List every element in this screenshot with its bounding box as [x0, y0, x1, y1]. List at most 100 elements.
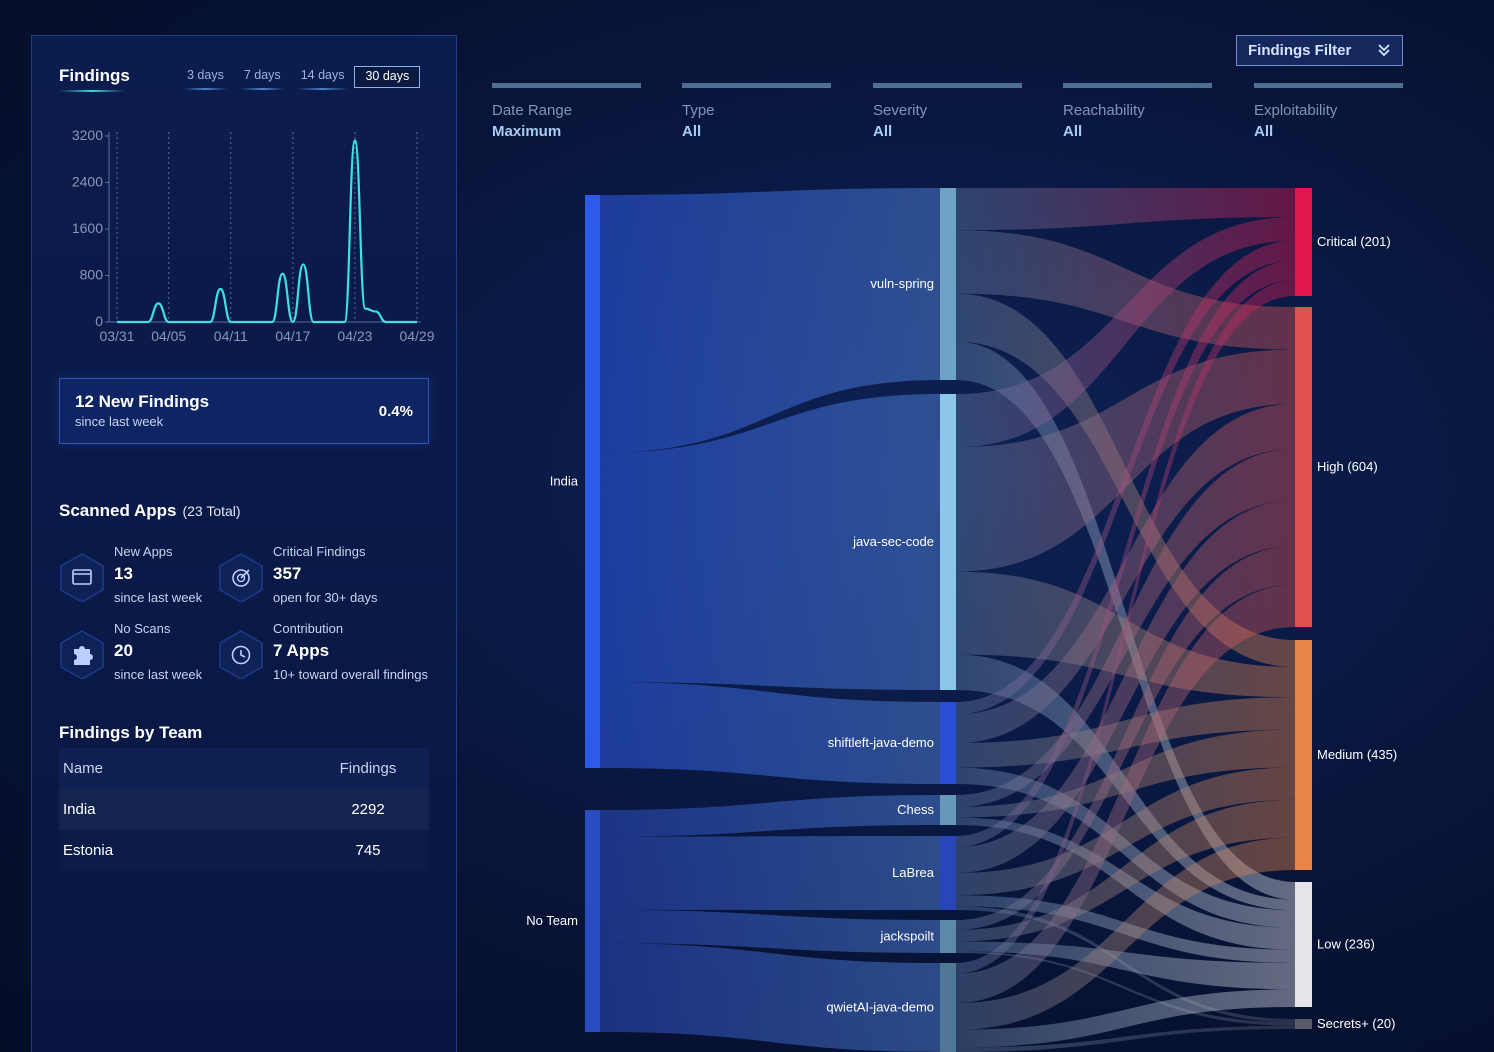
findings-header: Findings 3 days 7 days 14 days 30 days	[59, 66, 429, 94]
team-node-label: No Team	[526, 913, 578, 928]
stat-label: No Scans	[114, 621, 171, 636]
app-to-severity-flow	[956, 837, 1295, 1030]
app-to-severity-flow	[956, 951, 1295, 1026]
tab-30-days[interactable]: 30 days	[354, 66, 421, 88]
stat-value: 357	[273, 564, 302, 583]
y-tick-label: 3200	[72, 127, 103, 143]
facet-bar	[492, 83, 641, 88]
facet-value-date-range[interactable]: Maximum	[492, 123, 562, 140]
team-to-app-flow	[600, 943, 940, 1052]
team-to-app-flow	[600, 188, 940, 453]
sankey-svg: India No Team vuln-spring java-sec-code shif…	[526, 188, 1397, 1052]
x-tick-label: 04/17	[275, 328, 310, 344]
severity-node-label: Critical (201)	[1317, 234, 1391, 249]
app-node-label: jackspoilt	[880, 929, 935, 944]
new-findings-title: 12 New Findings	[75, 392, 210, 411]
severity-node-label: Low (236)	[1317, 937, 1375, 952]
tab-3-days[interactable]: 3 days	[177, 66, 234, 90]
stat-value: 7 Apps	[273, 641, 330, 660]
app-to-severity-flow	[956, 584, 1295, 1004]
app-to-severity-flow	[956, 767, 1295, 896]
team-node-label: India	[550, 474, 579, 489]
stat-sub: open for 30+ days	[273, 590, 378, 605]
app-to-severity-flow	[956, 216, 1295, 448]
findings-filter-button[interactable]: Findings Filter	[1236, 35, 1403, 66]
facet-label: Date Range	[492, 102, 573, 119]
facet-type: Type All	[682, 83, 831, 140]
scanned-apps-total: (23 Total)	[182, 503, 241, 519]
app-to-severity-flow	[956, 280, 1295, 974]
app-node	[940, 963, 956, 1052]
clock-icon	[219, 630, 263, 679]
facet-reachability: Reachability All	[1063, 83, 1212, 140]
team-to-app-flow	[600, 682, 940, 784]
team-to-app-flow	[600, 394, 940, 690]
severity-node	[1295, 1019, 1312, 1029]
app-to-severity-flow	[956, 697, 1295, 768]
app-to-severity-flow	[956, 799, 1295, 942]
app-to-severity-flow	[956, 767, 1295, 928]
y-tick-label: 2400	[72, 174, 103, 190]
scanned-apps-title: Scanned Apps (23 Total)	[59, 501, 241, 521]
range-tabs: 3 days 7 days 14 days 30 days	[177, 66, 421, 90]
app-node	[940, 702, 956, 784]
app-to-severity-flow	[956, 403, 1295, 743]
app-to-severity-flow	[956, 989, 1295, 1048]
app-to-severity-flow	[956, 230, 1295, 350]
team-findings: 2292	[351, 801, 385, 818]
facet-value-reachability[interactable]: All	[1063, 123, 1083, 140]
facet-value-severity[interactable]: All	[873, 123, 893, 140]
app-to-severity-flow	[956, 260, 1295, 848]
tab-7-days[interactable]: 7 days	[234, 66, 291, 90]
facet-label: Type	[682, 102, 715, 119]
app-node-label: vuln-spring	[870, 276, 934, 291]
stat-value: 20	[114, 641, 133, 660]
facet-label: Severity	[873, 102, 928, 119]
y-tick-label: 0	[95, 313, 103, 329]
table-row[interactable]: Estonia 745	[59, 830, 429, 871]
column-findings-header[interactable]: Findings	[339, 760, 397, 777]
severity-node-label: Secrets+ (20)	[1317, 1016, 1395, 1031]
app-to-severity-flow	[956, 500, 1295, 873]
app-node	[940, 795, 956, 825]
findings-trend-svg: 0 800 1600 2400 3200 03/31 04/05 04/11 04/17 04/2…	[72, 127, 435, 344]
x-tick-label: 04/05	[151, 328, 186, 344]
app-to-severity-flow	[956, 1025, 1295, 1052]
findings-panel: Findings 3 days 7 days 14 days 30 days 0…	[31, 35, 457, 1052]
stat-sub: since last week	[114, 590, 203, 605]
new-findings-card: 12 New Findings since last week 0.4%	[59, 378, 429, 444]
stat-sub: 10+ toward overall findings	[273, 667, 429, 682]
stat-critical-findings: Critical Findings 357 open for 30+ days	[218, 544, 418, 614]
stat-label: Critical Findings	[273, 544, 366, 559]
severity-node-label: High (604)	[1317, 459, 1378, 474]
y-tick-label: 800	[80, 267, 104, 283]
team-findings: 745	[355, 842, 381, 859]
x-tick-label: 04/11	[214, 328, 248, 344]
target-icon	[219, 553, 263, 602]
facet-value-exploitability[interactable]: All	[1254, 123, 1274, 140]
stat-label: Contribution	[273, 621, 344, 636]
facet-bar	[682, 83, 831, 88]
y-tick-label: 1600	[72, 220, 103, 236]
table-header: Name Findings	[59, 748, 429, 789]
team-node	[585, 810, 600, 1032]
facet-bar	[1063, 83, 1212, 88]
severity-node	[1295, 640, 1312, 870]
app-node	[940, 920, 956, 953]
column-name-header[interactable]: Name	[63, 760, 104, 777]
severity-node	[1295, 882, 1312, 1007]
tab-14-days[interactable]: 14 days	[291, 66, 355, 90]
app-node-label: qwietAI-java-demo	[826, 1000, 934, 1015]
team-name: India	[63, 801, 96, 818]
facet-value-type[interactable]: All	[682, 123, 702, 140]
app-to-severity-flow	[956, 349, 1295, 572]
team-to-app-flow	[600, 909, 940, 953]
x-tick-label: 04/29	[399, 328, 434, 344]
findings-trend-chart: 0 800 1600 2400 3200 03/31 04/05 04/11 04/17 04/2…	[57, 124, 437, 354]
team-node	[585, 195, 600, 768]
new-findings-subtitle: since last week	[75, 414, 164, 429]
team-to-app-flow	[600, 795, 940, 837]
table-row[interactable]: India 2292	[59, 789, 429, 830]
stat-label: New Apps	[114, 544, 173, 559]
findings-sankey-diagram: India No Team vuln-spring java-sec-code shif…	[480, 170, 1494, 1052]
